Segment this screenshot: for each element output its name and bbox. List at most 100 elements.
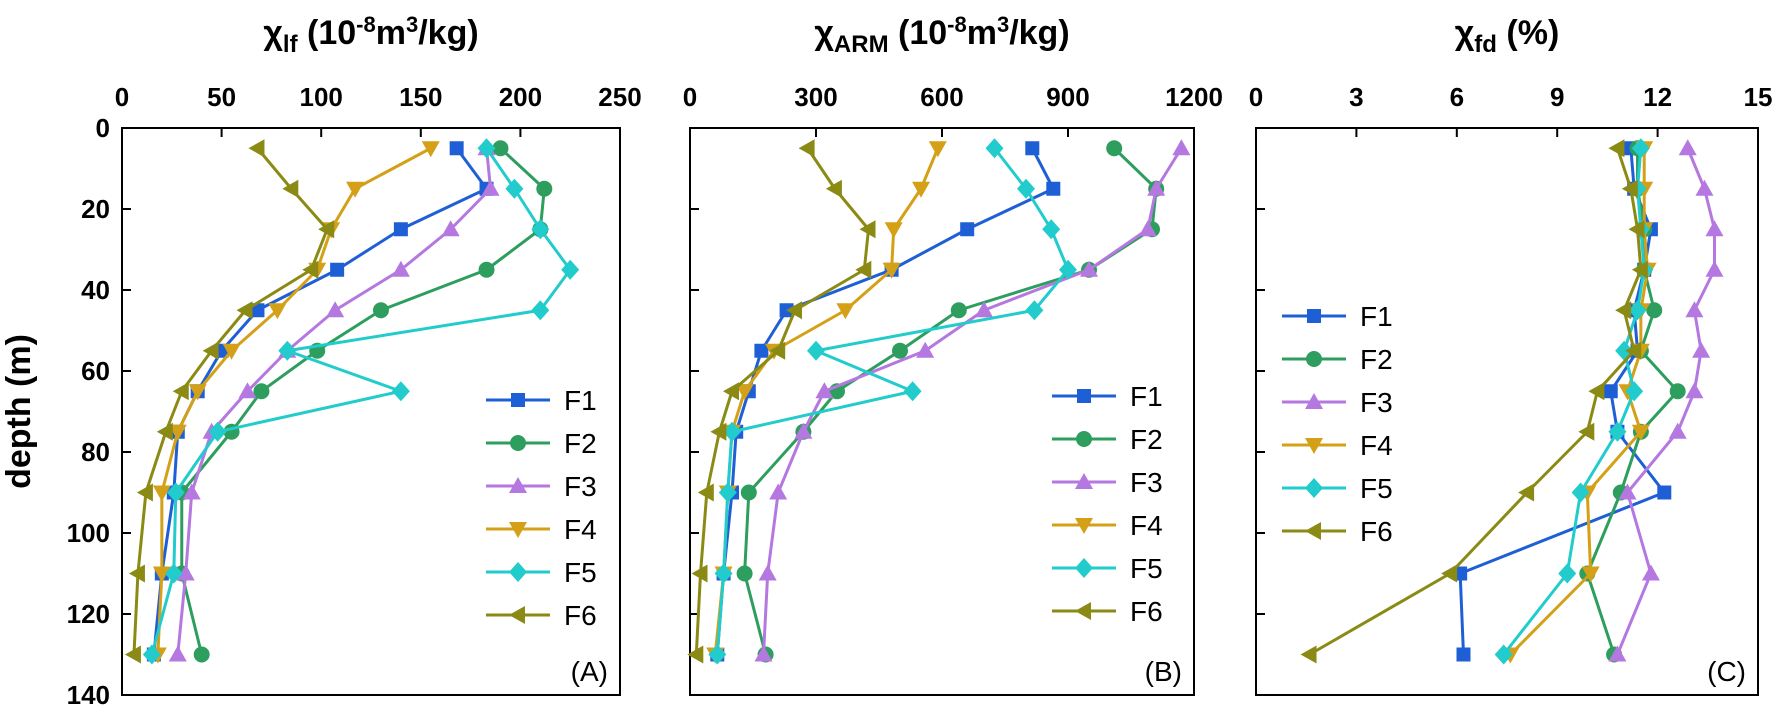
data-point-F5 bbox=[714, 563, 733, 584]
panel-3: 0 3 6 9 12 15 χfd (%) (C) F1 F2 F3 F4 F5 F6 bbox=[1249, 14, 1773, 696]
data-point-F2 bbox=[1646, 302, 1663, 319]
data-point-F4 bbox=[346, 181, 365, 198]
data-point-F6 bbox=[798, 139, 815, 158]
data-point-F5 bbox=[1608, 421, 1627, 442]
legend-label-F5: F5 bbox=[564, 557, 597, 588]
data-point-F6 bbox=[825, 179, 842, 198]
x-axis-title: χlf (10-8m3/kg) bbox=[263, 12, 478, 58]
data-point-F3 bbox=[1692, 341, 1711, 358]
data-point-F5 bbox=[1059, 259, 1077, 280]
panel-label: (B) bbox=[1145, 656, 1182, 687]
legend-label-F3: F3 bbox=[564, 471, 597, 502]
series-F3 bbox=[1608, 139, 1724, 662]
legend-marker-F6 bbox=[509, 606, 525, 624]
data-point-F2 bbox=[736, 565, 753, 582]
legend: F1 F2 F3 F4 F5 F6 bbox=[486, 385, 597, 631]
legend-marker-F2 bbox=[1306, 351, 1322, 367]
data-point-F3 bbox=[168, 645, 187, 662]
y-tick-label: 100 bbox=[67, 518, 110, 548]
data-point-F6 bbox=[687, 645, 704, 664]
data-point-F6 bbox=[1588, 382, 1605, 401]
data-point-F3 bbox=[815, 382, 834, 399]
data-point-F3 bbox=[1695, 179, 1714, 196]
x-axis-title: χARM (10-8m3/kg) bbox=[814, 12, 1069, 58]
legend-marker-F2 bbox=[510, 435, 526, 451]
x-tick-label: 15 bbox=[1744, 82, 1773, 112]
x-axis-title: χfd (%) bbox=[1455, 14, 1560, 58]
x-tick-label: 9 bbox=[1550, 82, 1564, 112]
data-point-F1 bbox=[1046, 181, 1061, 196]
data-point-F5 bbox=[561, 259, 580, 280]
data-point-F6 bbox=[1615, 301, 1632, 320]
legend-label-F5: F5 bbox=[1130, 553, 1163, 584]
data-point-F1 bbox=[449, 141, 464, 156]
data-point-F1 bbox=[1603, 384, 1618, 399]
plot-frame bbox=[1255, 127, 1759, 696]
data-point-F5 bbox=[985, 138, 1004, 159]
data-point-F4 bbox=[188, 384, 207, 401]
data-point-F1 bbox=[960, 222, 975, 237]
data-point-F1 bbox=[393, 222, 408, 237]
data-point-F5 bbox=[166, 482, 185, 503]
data-point-F4 bbox=[152, 566, 171, 583]
x-tick-label: 12 bbox=[1643, 82, 1672, 112]
legend-marker-F1 bbox=[511, 393, 525, 407]
y-tick-label: 80 bbox=[81, 437, 110, 467]
x-tick-label: 50 bbox=[207, 82, 236, 112]
legend-marker-F3 bbox=[509, 477, 527, 493]
data-point-F6 bbox=[128, 564, 145, 583]
legend: F1 F2 F3 F4 F5 F6 bbox=[1282, 301, 1393, 547]
data-point-F6 bbox=[1518, 483, 1535, 502]
data-point-F4 bbox=[152, 485, 171, 502]
series-F6 bbox=[124, 139, 335, 664]
data-point-F1 bbox=[1657, 485, 1672, 500]
series-F5 bbox=[142, 138, 580, 665]
data-point-F6 bbox=[1441, 564, 1458, 583]
y-axis-title: depth (m) bbox=[0, 334, 38, 489]
data-point-F3 bbox=[182, 483, 201, 500]
data-point-F6 bbox=[710, 422, 727, 441]
data-point-F3 bbox=[754, 645, 773, 662]
x-tick-label: 0 bbox=[1249, 82, 1263, 112]
x-tick-label: 1200 bbox=[1165, 82, 1223, 112]
data-point-F3 bbox=[1618, 483, 1637, 500]
legend-marker-F4 bbox=[1305, 438, 1323, 454]
data-point-F3 bbox=[1685, 301, 1704, 318]
data-point-F4 bbox=[928, 141, 947, 158]
data-point-F3 bbox=[1685, 382, 1704, 399]
data-point-F3 bbox=[176, 564, 195, 581]
data-point-F3 bbox=[1172, 139, 1191, 156]
series-F2 bbox=[736, 140, 1165, 663]
series-line-F2 bbox=[743, 147, 1158, 655]
legend-marker-F3 bbox=[1075, 473, 1093, 489]
data-point-F4 bbox=[421, 141, 440, 158]
data-point-F3 bbox=[1080, 260, 1098, 277]
data-point-F4 bbox=[222, 343, 241, 360]
legend: F1 F2 F3 F4 F5 F6 bbox=[1052, 381, 1163, 627]
data-point-F3 bbox=[769, 483, 788, 500]
data-point-F6 bbox=[769, 341, 786, 360]
data-point-F6 bbox=[136, 483, 153, 502]
legend-label-F3: F3 bbox=[1360, 387, 1393, 418]
data-point-F5 bbox=[903, 381, 922, 402]
legend-marker-F5 bbox=[509, 562, 527, 582]
series-F3 bbox=[168, 139, 500, 662]
x-tick-label: 900 bbox=[1046, 82, 1089, 112]
legend-label-F2: F2 bbox=[1360, 344, 1393, 375]
data-point-F3 bbox=[1705, 260, 1724, 277]
data-point-F5 bbox=[164, 563, 183, 584]
series-line-F2 bbox=[1585, 148, 1680, 655]
data-point-F5 bbox=[1025, 300, 1044, 321]
legend-marker-F6 bbox=[1305, 522, 1321, 540]
y-tick-label: 0 bbox=[96, 113, 110, 143]
x-tick-label: 200 bbox=[499, 82, 542, 112]
x-tick-label: 100 bbox=[300, 82, 343, 112]
data-point-F6 bbox=[156, 422, 173, 441]
data-point-F4 bbox=[1581, 566, 1600, 583]
data-point-F2 bbox=[372, 302, 389, 319]
series-F4 bbox=[1501, 141, 1657, 664]
panel-label: (A) bbox=[571, 656, 608, 687]
data-point-F5 bbox=[531, 219, 550, 240]
